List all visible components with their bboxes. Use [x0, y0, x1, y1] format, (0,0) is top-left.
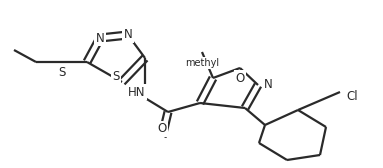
- Text: methyl: methyl: [185, 58, 219, 68]
- Text: O: O: [157, 122, 167, 136]
- Text: Cl: Cl: [346, 90, 358, 102]
- Text: S: S: [112, 70, 119, 82]
- Text: S: S: [58, 66, 66, 78]
- Text: N: N: [264, 78, 272, 92]
- Text: O: O: [236, 72, 245, 85]
- Text: N: N: [124, 29, 133, 41]
- Text: N: N: [96, 32, 105, 45]
- Text: HN: HN: [128, 86, 146, 98]
